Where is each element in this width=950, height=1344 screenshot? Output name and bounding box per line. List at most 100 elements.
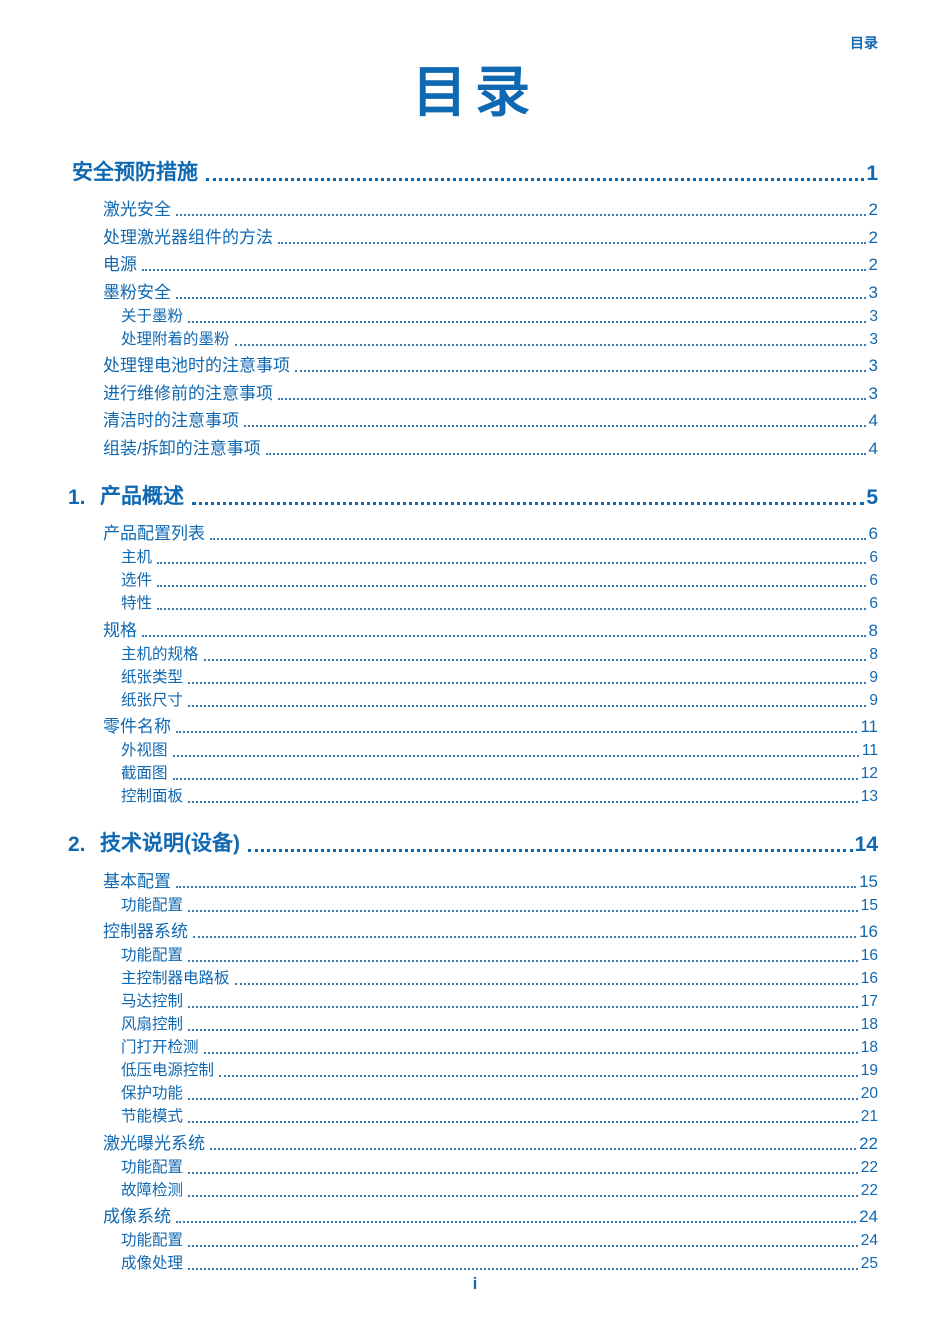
entry-title: 马达控制: [121, 993, 184, 1011]
dot-leader: [188, 1268, 858, 1271]
entry-page-number: 8: [868, 620, 878, 640]
toc-section-heading-link[interactable]: 安全预防措施 1: [72, 156, 878, 186]
toc-entry-link[interactable]: 成像处理 25: [121, 1250, 878, 1273]
entry-page-number: 21: [860, 1108, 878, 1126]
section-page-number: 1: [866, 161, 878, 185]
entry-page-number: 9: [869, 668, 878, 686]
entry-title: 零件名称: [103, 717, 171, 737]
entry-title: 激光安全: [103, 200, 171, 220]
entry-title: 功能配置: [121, 896, 184, 914]
entry-page-number: 6: [869, 572, 878, 590]
toc-entry-link[interactable]: 纸张尺寸 9: [121, 687, 878, 710]
toc-entry-link[interactable]: 零件名称 11: [103, 710, 878, 738]
toc-entry-link[interactable]: 功能配置 24: [121, 1227, 878, 1250]
toc-entry-link[interactable]: 截面图 12: [121, 760, 878, 783]
section-title: 技术说明(设备): [100, 832, 240, 856]
entry-title: 基本配置: [103, 871, 171, 891]
toc-entry-link[interactable]: 控制器系统 16: [103, 915, 878, 943]
toc-entry-link[interactable]: 保护功能 20: [121, 1080, 878, 1103]
toc-entry-link[interactable]: 故障检测 22: [121, 1177, 878, 1200]
toc-entry-link[interactable]: 墨粉安全 3: [103, 275, 878, 303]
toc-entry-link[interactable]: 电源 2: [103, 248, 878, 276]
dot-leader: [176, 731, 858, 734]
toc-entry-link[interactable]: 功能配置 16: [121, 942, 878, 965]
toc-entry-link[interactable]: 规格 8: [103, 613, 878, 641]
entry-page-number: 16: [860, 947, 878, 965]
toc-entry-link[interactable]: 基本配置 15: [103, 864, 878, 892]
dot-leader: [248, 849, 853, 853]
toc-entry-link[interactable]: 进行维修前的注意事项 3: [103, 376, 878, 404]
toc-entry-link[interactable]: 选件 6: [121, 567, 878, 590]
toc-entry-link[interactable]: 主机 6: [121, 544, 878, 567]
toc-entry-link[interactable]: 风扇控制 18: [121, 1011, 878, 1034]
entry-title: 主机的规格: [121, 645, 199, 663]
entry-page-number: 6: [869, 549, 878, 567]
toc-entry-link[interactable]: 外视图 11: [121, 737, 878, 760]
toc-entry-link[interactable]: 功能配置 22: [121, 1154, 878, 1177]
toc-entry-link[interactable]: 纸张类型 9: [121, 664, 878, 687]
entry-page-number: 22: [859, 1133, 878, 1153]
entry-title: 功能配置: [121, 1232, 184, 1250]
dot-leader: [244, 425, 866, 428]
section-entries: 激光安全 2 处理激光器组件的方法 2 电源 2 墨粉安全 3 关于墨粉 3 处…: [72, 193, 878, 459]
entry-title: 成像系统: [103, 1207, 171, 1227]
toc-entry-link[interactable]: 门打开检测 18: [121, 1034, 878, 1057]
entry-title: 规格: [103, 620, 137, 640]
entry-page-number: 3: [868, 383, 878, 403]
entry-title: 控制面板: [121, 788, 184, 806]
entry-title: 墨粉安全: [103, 282, 171, 302]
page-number-footer: i: [472, 1274, 478, 1293]
section-number: 1.: [68, 485, 86, 509]
toc-entry-link[interactable]: 马达控制 17: [121, 988, 878, 1011]
dot-leader: [278, 241, 866, 244]
entry-page-number: 4: [868, 438, 878, 458]
page-title: 目录: [411, 61, 538, 123]
dot-leader: [142, 269, 866, 272]
entry-title: 选件: [121, 572, 153, 590]
entry-page-number: 6: [868, 524, 878, 544]
toc-section-heading-link[interactable]: 2. 技术说明(设备) 14: [68, 827, 878, 857]
dot-leader: [188, 909, 858, 912]
entry-title: 主机: [121, 549, 153, 567]
dot-leader: [188, 704, 867, 707]
toc-entry-link[interactable]: 处理附着的墨粉 3: [121, 326, 878, 349]
entry-title: 关于墨粉: [121, 307, 184, 325]
toc-entry-link[interactable]: 处理激光器组件的方法 2: [103, 220, 878, 248]
toc-entry-link[interactable]: 功能配置 15: [121, 892, 878, 915]
entry-page-number: 16: [859, 922, 878, 942]
toc-entry-link[interactable]: 特性 6: [121, 590, 878, 613]
toc-entry-link[interactable]: 主机的规格 8: [121, 641, 878, 664]
dot-leader: [188, 320, 867, 323]
running-header: 目录: [850, 35, 878, 51]
toc-entry-link[interactable]: 激光曝光系统 22: [103, 1126, 878, 1154]
toc-section-heading-link[interactable]: 1. 产品概述 5: [68, 480, 878, 510]
entry-page-number: 19: [860, 1062, 878, 1080]
entry-title: 激光曝光系统: [103, 1133, 205, 1153]
toc-entry-link[interactable]: 成像系统 24: [103, 1200, 878, 1228]
dot-leader: [188, 1006, 858, 1009]
section-title: 安全预防措施: [72, 160, 198, 184]
entry-title: 进行维修前的注意事项: [103, 383, 273, 403]
dot-leader: [176, 1221, 857, 1224]
entry-title: 风扇控制: [121, 1016, 184, 1034]
entry-page-number: 17: [860, 993, 878, 1011]
entry-page-number: 22: [860, 1158, 878, 1176]
toc-entry-link[interactable]: 主控制器电路板 16: [121, 965, 878, 988]
toc-entry-link[interactable]: 组装/拆卸的注意事项 4: [103, 431, 878, 459]
toc-entry-link[interactable]: 关于墨粉 3: [121, 303, 878, 326]
entry-title: 纸张类型: [121, 668, 184, 686]
entry-title: 处理锂电池时的注意事项: [103, 356, 290, 376]
toc-entry-link[interactable]: 处理锂电池时的注意事项 3: [103, 349, 878, 377]
entry-page-number: 4: [868, 411, 878, 431]
toc-entry-link[interactable]: 控制面板 13: [121, 783, 878, 806]
dot-leader: [172, 778, 858, 781]
section-page-number: 5: [866, 485, 878, 509]
dot-leader: [234, 983, 858, 986]
toc-entry-link[interactable]: 节能模式 21: [121, 1103, 878, 1126]
toc-entry-link[interactable]: 产品配置列表 6: [103, 517, 878, 545]
toc-entry-link[interactable]: 清洁时的注意事项 4: [103, 404, 878, 432]
toc-entry-link[interactable]: 激光安全 2: [103, 193, 878, 221]
dot-leader: [142, 634, 866, 637]
toc-entry-link[interactable]: 低压电源控制 19: [121, 1057, 878, 1080]
entry-page-number: 13: [860, 788, 878, 806]
